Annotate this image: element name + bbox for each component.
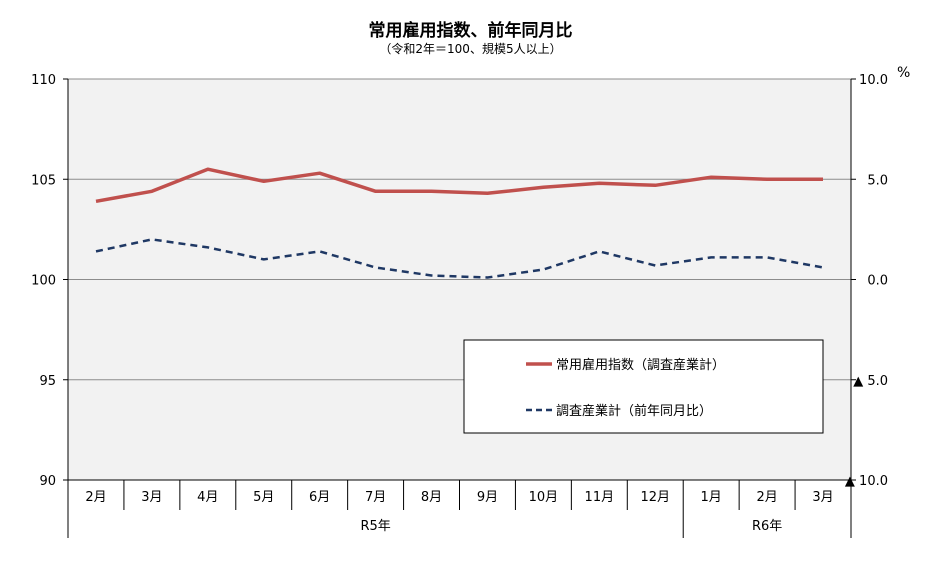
category-label: 8月: [421, 490, 442, 505]
right-tick-label: ▲ 10.0: [845, 474, 888, 489]
category-label: 2月: [85, 490, 106, 505]
year-label: R6年: [752, 519, 782, 534]
chart-title: 常用雇用指数、前年同月比: [368, 21, 573, 41]
category-label: 10月: [529, 490, 559, 505]
category-label: 3月: [141, 490, 162, 505]
right-axis-unit: %: [897, 65, 910, 81]
right-tick-label: ▲ 5.0: [853, 374, 888, 389]
left-tick-label: 95: [39, 374, 56, 389]
legend-box: [463, 339, 824, 434]
chart-subtitle: （令和2年＝100、規模5人以上）: [379, 42, 562, 56]
category-label: 6月: [309, 490, 330, 505]
right-tick-label: 10.0: [859, 73, 888, 88]
legend-label: 常用雇用指数（調査産業計）: [556, 357, 725, 373]
category-label: 4月: [197, 490, 218, 505]
right-tick-label: 0.0: [867, 274, 888, 289]
category-label: 2月: [756, 490, 777, 505]
category-label: 7月: [365, 490, 386, 505]
left-tick-label: 105: [31, 173, 56, 188]
category-label: 9月: [477, 490, 498, 505]
series-line-index: [95, 167, 823, 204]
right-tick-label: 5.0: [867, 173, 888, 188]
left-tick-label: 110: [31, 73, 56, 88]
year-label: R5年: [360, 519, 390, 534]
left-tick-label: 90: [39, 474, 56, 489]
category-label: 11月: [585, 490, 615, 505]
legend-label: 調査産業計（前年同月比）: [556, 403, 712, 419]
category-label: 5月: [253, 490, 274, 505]
left-tick-label: 100: [31, 274, 56, 289]
category-label: 12月: [640, 490, 670, 505]
category-label: 3月: [812, 490, 833, 505]
series-line-yoy: [95, 238, 824, 279]
category-label: 1月: [701, 490, 722, 505]
